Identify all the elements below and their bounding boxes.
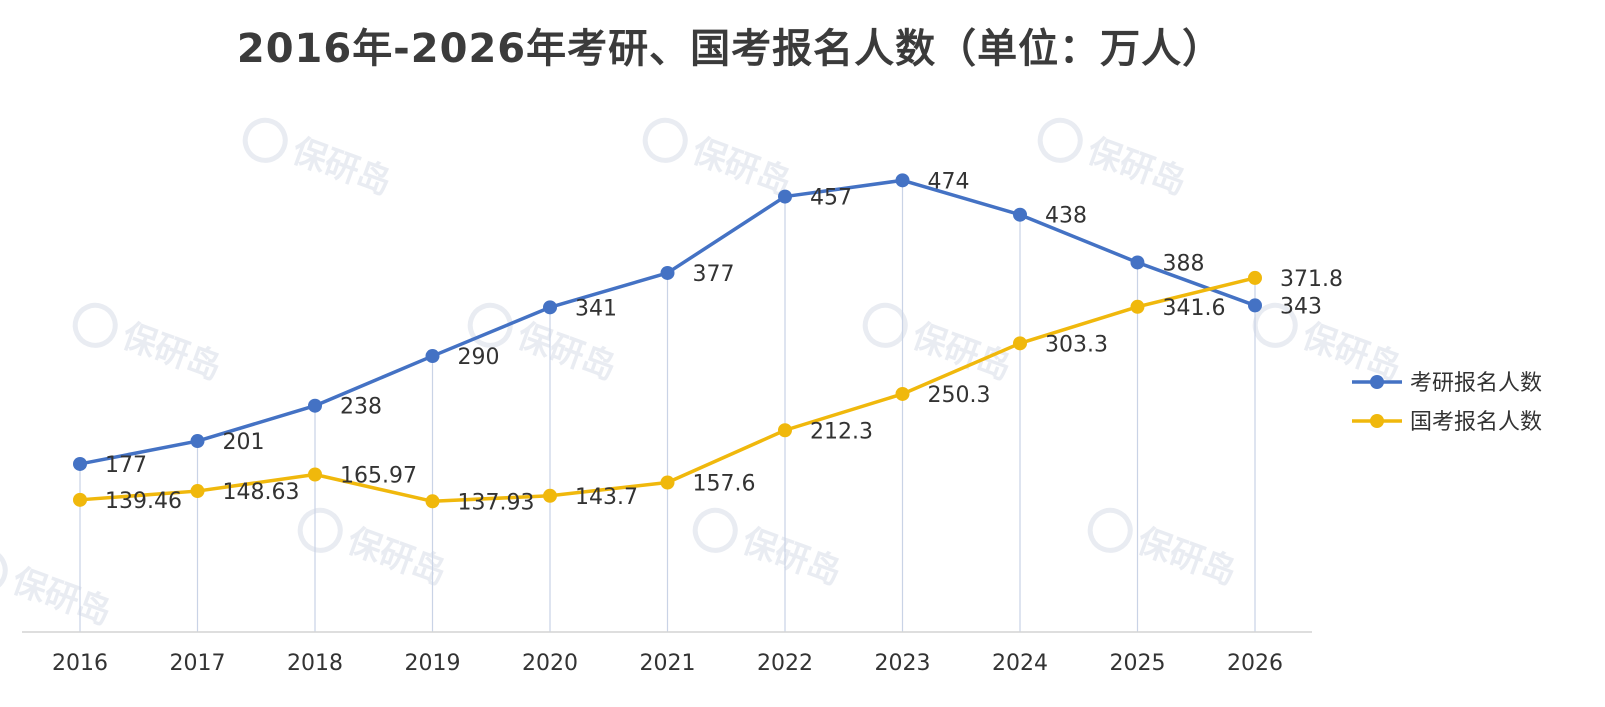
data-point [1013,207,1027,222]
data-point [778,189,792,204]
watermark-logo-icon [1252,302,1298,348]
watermark-text: 保研岛 [287,131,397,203]
data-point [73,456,87,471]
x-tick-label: 2020 [522,651,578,676]
watermark-text: 保研岛 [1082,131,1192,203]
data-point [895,173,910,188]
watermark-logo-icon [1087,507,1133,553]
data-point [73,492,87,507]
data-label: 139.46 [105,489,182,514]
data-point [895,386,910,401]
watermark: 保研岛 [72,302,227,388]
data-labels: 177 201 238 290 341 377 457 474 438 388 343 139.46 1… [105,169,1343,515]
data-point [1130,255,1145,270]
watermark-text: 保研岛 [1297,316,1407,388]
legend-item-label: 考研报名人数 [1410,371,1542,396]
data-label: 457 [810,186,852,211]
data-point [308,398,322,413]
data-label: 137.93 [458,490,535,515]
data-label: 438 [1045,204,1087,229]
data-point [425,349,440,364]
data-label: 303.3 [1045,332,1108,357]
data-point [425,494,440,509]
watermark-logo-icon [642,117,688,163]
data-points [73,173,1262,509]
data-label: 388 [1163,251,1205,276]
watermark-logo-icon [692,507,738,553]
watermark: 保研岛 [0,547,117,633]
watermark: 保研岛 [642,117,796,203]
x-tick-label: 2021 [640,651,696,676]
watermark-text: 保研岛 [342,521,452,593]
watermark-logo-icon [0,547,8,593]
data-label: 238 [340,395,382,420]
watermark-logo-icon [72,302,118,348]
watermark: 保研岛 [242,117,397,203]
data-point [1013,336,1027,351]
data-point [1248,270,1262,285]
data-point [660,265,675,280]
legend-marker-icon [1370,375,1384,389]
watermark-text: 保研岛 [1132,521,1242,593]
watermark-text: 保研岛 [117,316,227,388]
x-tick-label: 2025 [1110,651,1166,676]
watermark-text: 保研岛 [737,521,847,593]
legend-item-label: 国考报名人数 [1410,410,1542,435]
data-label: 371.8 [1280,267,1343,292]
x-tick-label: 2026 [1227,651,1283,676]
chart-title: 2016年-2026年考研、国考报名人数（单位：万人） [236,26,1224,72]
watermark: 保研岛 [1087,507,1242,593]
watermark-logo-icon [297,507,343,553]
data-label: 148.63 [223,480,300,505]
data-label: 377 [693,262,735,287]
data-label: 165.97 [340,463,417,488]
x-tick-label: 2019 [405,651,461,676]
watermark: 保研岛 [1252,302,1407,388]
legend-marker-icon [1370,414,1384,428]
watermark-logo-icon [467,302,513,348]
data-label: 341.6 [1163,296,1226,321]
x-tick-label: 2017 [170,651,226,676]
data-label: 212.3 [810,419,873,444]
data-label: 474 [928,169,970,194]
x-tick-label: 2022 [757,651,813,676]
data-label: 177 [105,453,147,478]
watermark-text: 保研岛 [7,561,117,633]
watermark-logo-icon [242,117,288,163]
x-axis: 2016 2017 2018 2019 2020 2021 2022 2023 2024 2025… [22,631,1312,676]
x-tick-label: 2023 [875,651,931,676]
data-label: 290 [458,345,500,370]
data-point [190,434,205,449]
data-label: 201 [223,430,265,455]
data-point [308,467,322,482]
x-tick-label: 2024 [992,651,1048,676]
data-point [660,475,675,490]
watermark-text: 保研岛 [512,316,622,388]
watermark: 保研岛 [297,507,452,593]
data-label: 157.6 [693,471,756,496]
data-point [1248,298,1262,313]
data-label: 341 [575,296,617,321]
watermark: 保研岛 [1037,117,1192,203]
x-tick-label: 2016 [52,651,108,676]
watermark: 保研岛 [862,302,1016,388]
drop-lines [79,180,1256,632]
watermark: 保研岛 [692,507,847,593]
x-tick-label: 2018 [287,651,343,676]
data-label: 250.3 [928,383,991,408]
data-point [1130,299,1145,314]
data-point [778,423,792,438]
data-point [543,300,557,315]
data-point [190,484,205,499]
data-label: 343 [1280,294,1322,319]
watermark-logo-icon [862,302,908,348]
data-label: 143.7 [575,485,638,510]
data-point [543,488,557,503]
watermark-logo-icon [1037,117,1083,163]
